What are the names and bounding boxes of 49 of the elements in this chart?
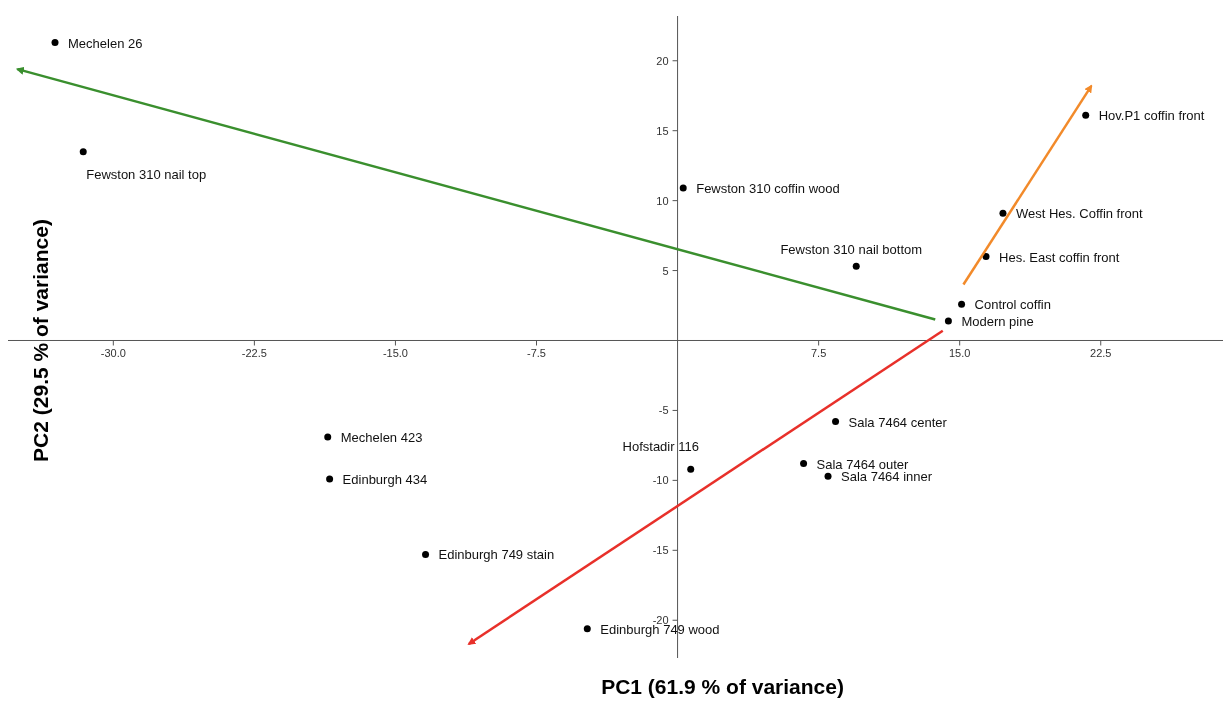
point <box>800 460 808 468</box>
x-axis-title: PC1 (61.9 % of variance) <box>601 675 844 698</box>
point <box>958 300 966 308</box>
annotation: Sala 7464 outer <box>816 456 910 472</box>
point <box>1082 111 1090 119</box>
x-tick-label: 7.5 <box>810 347 827 360</box>
x-tick-label: -7.5 <box>527 347 546 360</box>
x-tick-label: -30.0 <box>100 347 126 360</box>
point <box>422 551 430 558</box>
point <box>679 184 687 192</box>
y-tick-label: 15 <box>656 124 669 137</box>
annotation: Mechelen 423 <box>340 430 423 446</box>
point <box>687 465 695 473</box>
annotation: Hov.P1 coffin front <box>1098 108 1205 124</box>
annotation: Edinburgh 749 stain <box>438 547 555 563</box>
y-tick-label: 10 <box>656 194 669 207</box>
point <box>51 39 59 47</box>
annotation: Fewston 310 nail top <box>86 166 207 182</box>
point <box>583 625 591 633</box>
y-tick-label: 5 <box>662 264 669 277</box>
annotation: Mechelen 26 <box>68 35 143 51</box>
y-tick-label: -10 <box>652 474 669 487</box>
point <box>824 472 832 480</box>
point <box>326 475 334 483</box>
point <box>324 433 332 441</box>
annotation: West Hes. Coffin front <box>1015 206 1144 222</box>
point <box>832 418 840 426</box>
x-tick-label: -22.5 <box>241 347 267 360</box>
annotation: Fewston 310 nail bottom <box>780 242 923 258</box>
annotation: Edinburgh 434 <box>342 471 428 487</box>
y-tick-label: -5 <box>658 404 669 417</box>
y-tick-label: -15 <box>652 544 669 557</box>
annotation: Sala 7464 center <box>848 414 948 430</box>
annotation: Modern pine <box>961 313 1034 329</box>
point <box>944 317 952 325</box>
y-axis-title: PC2 (29.5 % of variance) <box>29 219 52 462</box>
point <box>79 148 87 156</box>
annotation: Fewston 310 coffin wood <box>696 181 840 197</box>
annotation: Hofstadir 116 <box>622 439 699 455</box>
annotation: Sala 7464 inner <box>841 469 933 485</box>
annotation: Hes. East coffin front <box>999 249 1120 265</box>
annotation: Control coffin <box>974 297 1051 313</box>
y-tick-label: 20 <box>656 54 669 67</box>
point <box>982 253 990 261</box>
point <box>852 262 860 270</box>
x-tick-label: 22.5 <box>1090 347 1112 360</box>
x-tick-label: -15.0 <box>382 347 408 360</box>
point <box>999 209 1007 217</box>
x-tick-label: 15.0 <box>948 347 971 360</box>
